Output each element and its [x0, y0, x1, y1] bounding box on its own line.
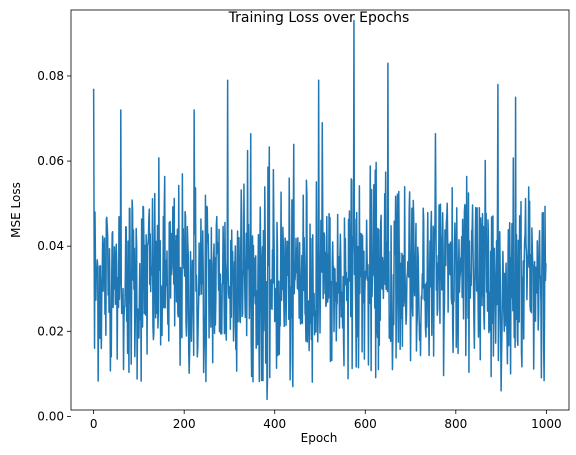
x-axis-label: Epoch [301, 431, 338, 445]
y-tick-label: 0.04 [37, 239, 64, 253]
y-tick-label: 0.06 [37, 154, 64, 168]
y-axis-ticks: 0.00 0.02 0.04 0.06 0.08 [37, 69, 71, 423]
x-tick-label: 200 [173, 417, 196, 431]
plot-frame [70, 9, 570, 411]
plot-area [70, 9, 570, 411]
x-tick-label: 1000 [531, 417, 562, 431]
x-tick-label: 800 [444, 417, 467, 431]
y-axis-label: MSE Loss [9, 182, 23, 238]
x-tick-label: 400 [263, 417, 286, 431]
series-layer [92, 19, 547, 401]
loss-series-line [92, 19, 547, 401]
y-tick-label: 0.02 [37, 324, 64, 338]
y-tick-label: 0.00 [37, 409, 64, 423]
chart-title: Training Loss over Epochs [228, 10, 410, 26]
x-axis-ticks: 0 200 400 600 800 1000 [90, 410, 562, 431]
x-tick-label: 600 [354, 417, 377, 431]
x-tick-label: 0 [90, 417, 98, 431]
y-tick-label: 0.08 [37, 69, 64, 83]
